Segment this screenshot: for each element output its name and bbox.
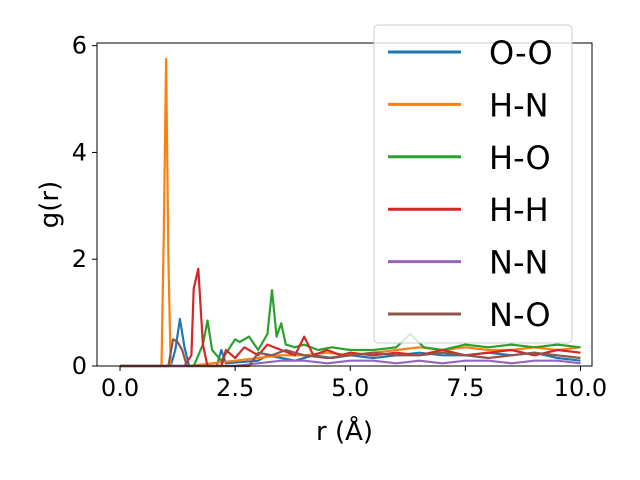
- legend-label: H-H: [489, 191, 549, 229]
- plot-frame: [96, 42, 593, 367]
- series-layer: [120, 57, 581, 368]
- x-tick-label: 2.5: [216, 374, 254, 402]
- legend-label: O-O: [489, 34, 553, 72]
- legend-label: H-O: [489, 139, 551, 177]
- series-line-5: [120, 359, 581, 368]
- legend-label: H-N: [489, 86, 549, 124]
- legend-label: N-N: [489, 244, 548, 282]
- x-tick-label: 0.0: [101, 374, 139, 402]
- x-axis-label: r (Å): [316, 415, 373, 447]
- y-tick-label: 0: [72, 352, 87, 380]
- x-tick-label: 7.5: [446, 374, 484, 402]
- y-tick-label: 4: [72, 138, 87, 166]
- series-line-3: [120, 289, 581, 368]
- series-line-6: [120, 338, 581, 368]
- y-tick-label: 2: [72, 245, 87, 273]
- x-tick-label: 5.0: [331, 374, 369, 402]
- y-tick-label: 6: [72, 32, 87, 60]
- legend: O-O H-N H-O H-H N-N N-O: [373, 24, 573, 344]
- y-axis: 0 2 4 6: [72, 32, 97, 380]
- y-axis-label: g(r): [35, 181, 65, 228]
- x-tick-label: 10.0: [554, 374, 607, 402]
- legend-label: N-O: [489, 296, 551, 334]
- x-axis: 0.0 2.5 5.0 7.5 10.0: [101, 366, 607, 402]
